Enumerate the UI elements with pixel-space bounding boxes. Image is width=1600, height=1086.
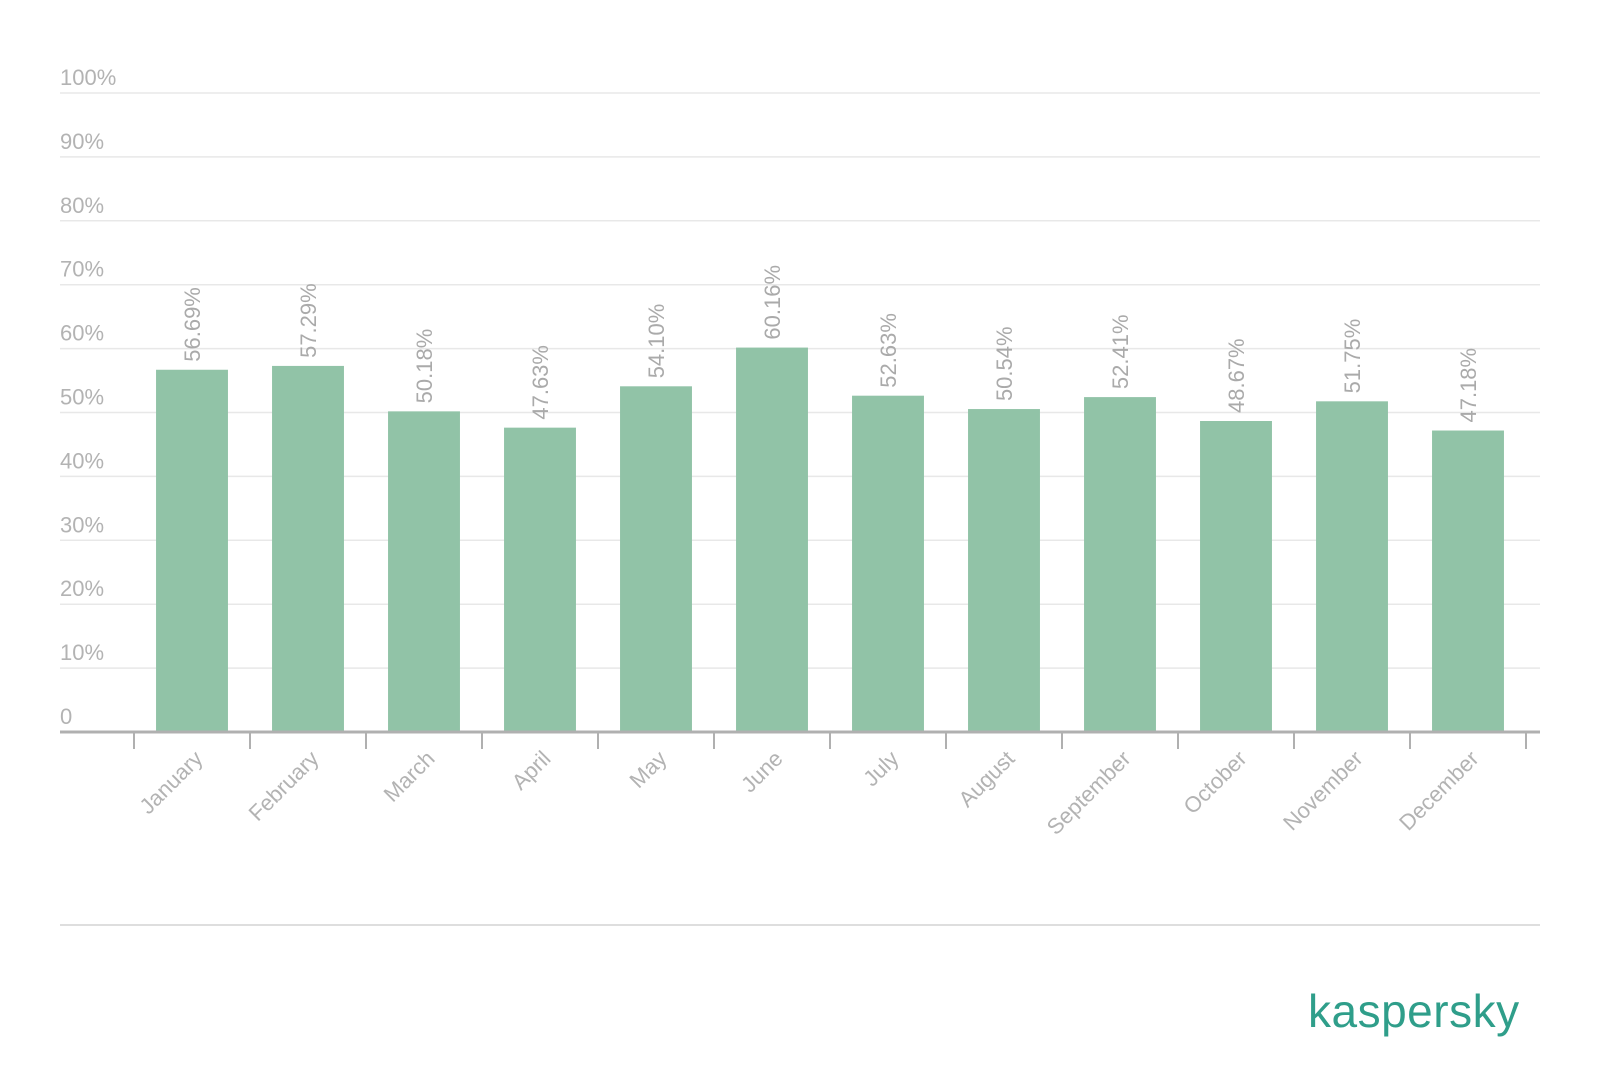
x-tick-label: June bbox=[736, 746, 787, 797]
kaspersky-logo: kaspersky bbox=[1308, 985, 1520, 1037]
y-tick-label: 70% bbox=[60, 257, 104, 282]
x-tick-label: September bbox=[1042, 746, 1136, 840]
bar-may bbox=[620, 386, 692, 732]
x-tick-label: July bbox=[858, 746, 903, 791]
data-label: 60.16% bbox=[760, 265, 785, 340]
data-label: 52.63% bbox=[876, 313, 901, 388]
bar-june bbox=[736, 347, 808, 732]
footer-divider bbox=[60, 924, 1540, 926]
x-axis-tick-labels: January February March April May June July Augu… bbox=[135, 746, 1484, 840]
x-tick-label: August bbox=[953, 746, 1019, 812]
x-tick-label: March bbox=[379, 746, 440, 807]
data-label: 47.63% bbox=[528, 345, 553, 420]
y-tick-label: 30% bbox=[60, 512, 104, 537]
x-tick-label: February bbox=[244, 746, 324, 826]
y-tick-label: 50% bbox=[60, 385, 104, 410]
y-axis-ticks: 0 10% 20% 30% 40% 50% 60% 70% 80% 90% 100% bbox=[60, 65, 116, 729]
data-label: 50.54% bbox=[992, 326, 1017, 401]
data-label: 52.41% bbox=[1108, 314, 1133, 389]
data-label: 48.67% bbox=[1224, 338, 1249, 413]
y-tick-label: 10% bbox=[60, 640, 104, 665]
y-tick-label: 0 bbox=[60, 704, 72, 729]
data-label: 54.10% bbox=[644, 304, 669, 379]
x-tick-label: April bbox=[507, 746, 556, 795]
data-label: 51.75% bbox=[1340, 319, 1365, 394]
bar-november bbox=[1316, 401, 1388, 732]
bar-february bbox=[272, 365, 344, 732]
y-tick-label: 90% bbox=[60, 129, 104, 154]
y-tick-label: 80% bbox=[60, 193, 104, 218]
bar-april bbox=[504, 427, 576, 732]
data-label: 47.18% bbox=[1456, 348, 1481, 423]
y-tick-label: 100% bbox=[60, 65, 116, 90]
bar-august bbox=[968, 409, 1040, 732]
bars bbox=[156, 347, 1504, 732]
x-tick-label: October bbox=[1179, 746, 1252, 819]
y-tick-label: 40% bbox=[60, 448, 104, 473]
bar-december bbox=[1432, 430, 1504, 732]
data-labels: 56.69% 57.29% 50.18% 47.63% 54.10% 60.16% 52.6… bbox=[180, 265, 1481, 423]
x-tick-label: January bbox=[135, 746, 208, 819]
y-tick-label: 60% bbox=[60, 321, 104, 346]
bar-july bbox=[852, 395, 924, 732]
x-axis bbox=[60, 730, 1540, 749]
x-tick-label: May bbox=[624, 746, 671, 793]
bar-october bbox=[1200, 420, 1272, 732]
bar-january bbox=[156, 369, 228, 732]
data-label: 56.69% bbox=[180, 287, 205, 362]
y-tick-label: 20% bbox=[60, 576, 104, 601]
data-label: 57.29% bbox=[296, 283, 321, 358]
x-tick-label: December bbox=[1394, 746, 1483, 835]
bar-march bbox=[388, 411, 460, 732]
bar-september bbox=[1084, 397, 1156, 732]
data-label: 50.18% bbox=[412, 329, 437, 404]
x-tick-label: November bbox=[1278, 746, 1367, 835]
